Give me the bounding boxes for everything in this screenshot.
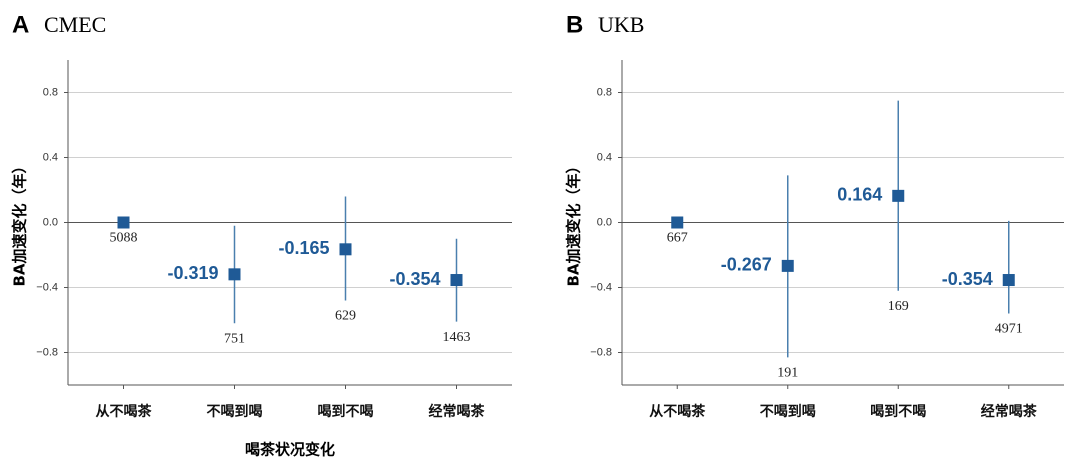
y-tick-label: 0.8	[43, 86, 58, 98]
panel-title: CMEC	[44, 12, 106, 37]
count-label: 5088	[110, 231, 138, 246]
x-axis-label: 喝茶状况变化	[245, 441, 335, 459]
y-tick-label: 0.4	[597, 151, 612, 163]
point	[117, 216, 130, 229]
point	[1002, 274, 1015, 287]
x-tick-label: 喝到不喝	[870, 404, 926, 420]
value-label: -0.165	[278, 238, 329, 258]
value-label: -0.319	[167, 263, 218, 283]
value-label: -0.354	[942, 269, 993, 289]
value-label: 0.164	[837, 185, 882, 205]
panel-letter: A	[12, 11, 29, 38]
count-label: 4971	[995, 322, 1023, 337]
point	[671, 216, 684, 229]
count-label: 191	[777, 366, 798, 381]
y-axis-label: BA加速变化（年）	[11, 158, 29, 286]
y-tick-label: 0.0	[43, 216, 58, 228]
x-tick-label: 经常喝茶	[429, 403, 486, 420]
y-tick-label: −0.4	[590, 281, 612, 293]
x-tick-label: 不喝到喝	[760, 404, 816, 420]
x-tick-label: 经常喝茶	[981, 403, 1038, 420]
value-label: -0.267	[721, 255, 772, 275]
count-label: 667	[667, 231, 688, 246]
y-tick-label: 0.8	[597, 86, 612, 98]
point	[450, 274, 463, 287]
point	[892, 189, 905, 202]
count-label: 629	[335, 309, 356, 324]
point	[781, 259, 794, 272]
x-tick-label: 喝到不喝	[318, 404, 374, 420]
x-tick-label: 从不喝茶	[96, 403, 153, 420]
x-tick-label: 不喝到喝	[207, 404, 263, 420]
count-label: 751	[224, 331, 245, 346]
count-label: 169	[888, 299, 909, 314]
value-label: -0.354	[389, 269, 440, 289]
y-tick-label: −0.8	[590, 346, 612, 358]
y-tick-label: −0.4	[36, 281, 58, 293]
y-axis-label: BA加速变化（年）	[565, 158, 583, 286]
x-tick-label: 从不喝茶	[649, 403, 706, 420]
count-label: 1463	[443, 330, 471, 345]
point	[228, 268, 241, 281]
panel-letter: B	[566, 11, 583, 38]
y-tick-label: 0.4	[43, 151, 58, 163]
point	[339, 243, 352, 256]
panel-title: UKB	[598, 12, 644, 37]
y-tick-label: 0.0	[597, 216, 612, 228]
y-tick-label: −0.8	[36, 346, 58, 358]
